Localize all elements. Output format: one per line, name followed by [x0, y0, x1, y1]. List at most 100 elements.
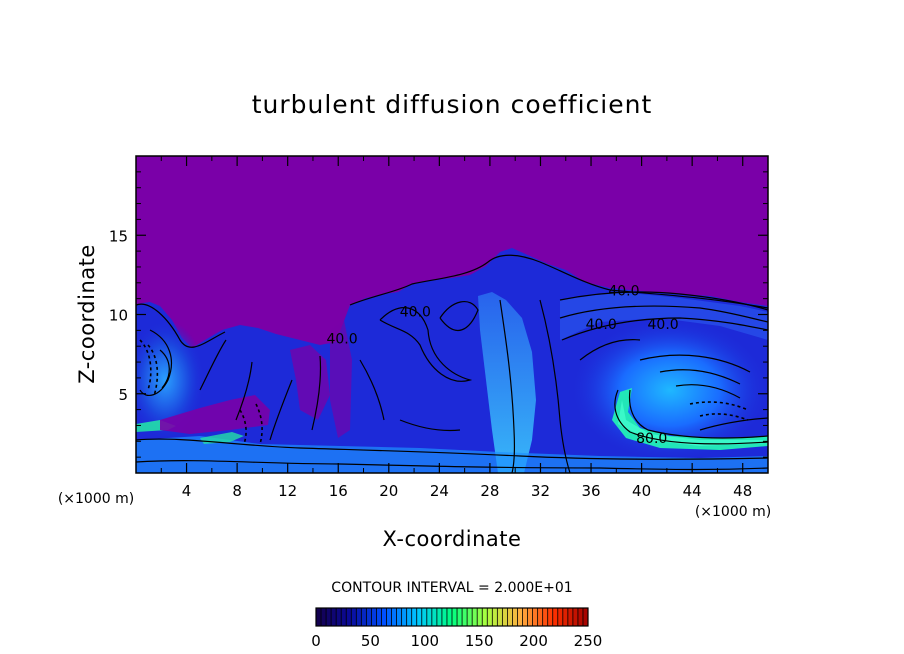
colorbar-cell-27 [452, 608, 458, 626]
x-tick-label-1: 8 [232, 482, 242, 500]
colorbar-cell-10 [366, 608, 372, 626]
x-tick-label-2: 12 [278, 482, 297, 500]
contour-label-2: 40.0 [648, 317, 679, 333]
colorbar-tick-label-0: 0 [311, 632, 321, 650]
colorbar-cell-42 [527, 608, 533, 626]
contour-interval: CONTOUR INTERVAL = 2.000E+01 [331, 580, 572, 596]
colorbar-cell-26 [446, 608, 453, 626]
contour-label-1: 40.0 [586, 317, 617, 333]
y-axis: 5 10 15 [109, 171, 768, 458]
purple-intrusion-3 [330, 320, 352, 438]
colorbar-cell-3 [331, 608, 337, 626]
colorbar-cell-19 [411, 608, 417, 626]
contour-label-4: 40.0 [326, 331, 357, 347]
colorbar-cell-38 [507, 608, 513, 626]
colorbar-cell-29 [462, 608, 468, 626]
colorbar-cell-30 [467, 608, 473, 626]
y-tick-label-1: 10 [109, 307, 128, 325]
upper-band [560, 292, 768, 340]
left-eddy [136, 320, 205, 440]
colorbar-cell-44 [537, 608, 543, 626]
x-tick-label-5: 24 [430, 482, 449, 500]
colorbar-cell-21 [421, 608, 428, 626]
y-tick-label-0: 5 [118, 386, 128, 404]
colorbar-cell-37 [502, 608, 508, 626]
colorbar-frame [315, 607, 589, 627]
colorbar-cell-28 [457, 608, 463, 626]
x-tick-label-3: 16 [329, 482, 348, 500]
colorbar-cell-53 [582, 608, 589, 626]
x-axis-label: X-coordinate [383, 527, 522, 551]
colorbar-cell-2 [326, 608, 332, 626]
colorbar [315, 607, 589, 627]
colorbar-cell-49 [562, 608, 569, 626]
colorbar-cell-1 [321, 608, 327, 626]
colorbar-cell-34 [487, 608, 493, 626]
colorbar-cell-11 [371, 608, 377, 626]
x-tick-label-11: 48 [733, 482, 752, 500]
contour-lines [136, 254, 768, 473]
y-axis-label: Z-coordinate [75, 244, 99, 384]
colorbar-tick-label-3: 150 [465, 632, 494, 650]
contour-labels: 40.0 40.0 40.0 40.0 40.0 80.0 [326, 284, 678, 447]
central-plume [478, 292, 536, 473]
x-unit-label: (×1000 m) [695, 504, 771, 520]
heatmap-field [136, 156, 768, 473]
x-tick-label-10: 44 [683, 482, 702, 500]
shear-zone-core [618, 400, 768, 446]
colorbar-tick-label-2: 100 [410, 632, 439, 650]
colorbar-cell-32 [477, 608, 483, 626]
colorbar-cell-25 [441, 608, 448, 626]
colorbar-cell-43 [532, 608, 538, 626]
colorbar-ticks: 0 50 100 150 200 250 [311, 632, 602, 650]
colorbar-cell-33 [482, 608, 488, 626]
colorbar-tick-label-5: 250 [574, 632, 603, 650]
colorbar-cell-13 [381, 608, 387, 626]
colorbar-cell-36 [497, 608, 503, 626]
colorbar-cell-20 [416, 608, 422, 626]
x-tick-label-8: 36 [581, 482, 600, 500]
colorbar-cell-6 [346, 608, 352, 626]
colorbar-cell-15 [391, 608, 397, 626]
colorbar-cell-48 [557, 608, 564, 626]
colorbar-cell-5 [341, 608, 347, 626]
colorbar-cell-41 [522, 608, 528, 626]
colorbar-tick-label-1: 50 [361, 632, 380, 650]
colorbar-cell-35 [492, 608, 498, 626]
purple-intrusion-1 [160, 395, 270, 434]
chart-title: turbulent diffusion coefficient [252, 90, 653, 119]
colorbar-cell-4 [336, 608, 342, 626]
contour-label-5: 80.0 [636, 431, 667, 447]
x-tick-label-4: 20 [379, 482, 398, 500]
x-tick-label-9: 40 [632, 482, 651, 500]
colorbar-cell-17 [401, 608, 407, 626]
contour-label-3: 40.0 [400, 304, 431, 320]
colorbar-cell-7 [351, 608, 357, 626]
colorbar-cell-18 [406, 608, 412, 626]
colorbar-cell-8 [356, 608, 362, 626]
x-tick-label-7: 32 [531, 482, 550, 500]
colorbar-cell-52 [577, 608, 584, 626]
colorbar-cell-31 [472, 608, 478, 626]
x-axis: 4 8 12 16 20 24 28 32 36 40 44 48 [160, 156, 752, 500]
colorbar-cell-14 [386, 608, 392, 626]
y-tick-label-2: 15 [109, 227, 128, 245]
colorbar-cell-47 [552, 608, 558, 626]
colorbar-cell-46 [547, 608, 553, 626]
colorbar-cell-16 [396, 608, 402, 626]
colorbar-cell-12 [376, 608, 382, 626]
colorbar-cell-24 [436, 608, 443, 626]
colorbar-cell-22 [426, 608, 433, 626]
contour-label-0: 40.0 [608, 284, 639, 300]
left-shear-2 [200, 432, 244, 444]
colorbar-cell-39 [512, 608, 518, 626]
small-contours [139, 339, 749, 445]
y-unit-label: (×1000 m) [58, 491, 134, 507]
colorbar-cell-0 [316, 608, 322, 626]
colorbar-cell-23 [431, 608, 438, 626]
colorbar-cell-40 [517, 608, 523, 626]
colorbar-cell-51 [572, 608, 579, 626]
x-tick-label-0: 4 [182, 482, 192, 500]
colorbar-cell-50 [567, 608, 574, 626]
